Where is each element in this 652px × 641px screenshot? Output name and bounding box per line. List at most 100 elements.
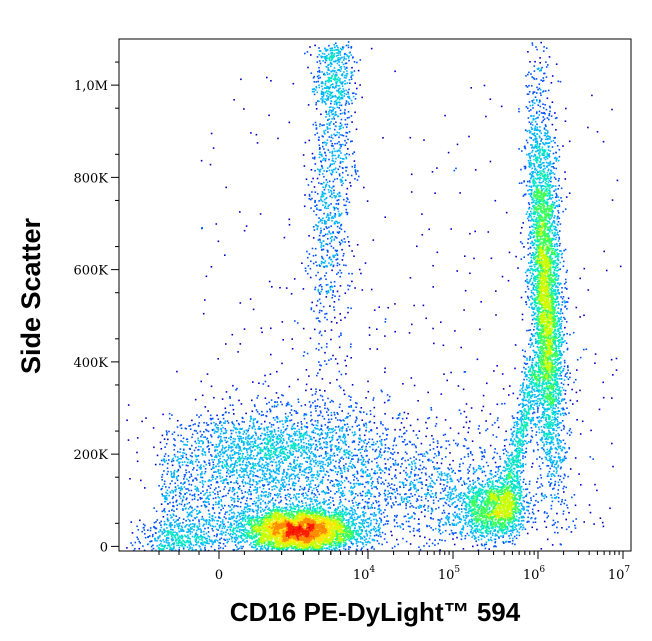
event-dot [284, 412, 287, 415]
event-dot [321, 528, 324, 530]
event-dot [328, 539, 331, 542]
event-dot [297, 535, 300, 537]
event-dot [326, 541, 329, 544]
event-dot [334, 429, 336, 431]
event-dot [274, 461, 277, 464]
event-dot [331, 522, 333, 525]
event-dot [205, 428, 207, 431]
event-dot [329, 529, 331, 531]
event-dot [283, 514, 286, 517]
event-dot [339, 449, 342, 451]
event-dot [233, 474, 235, 476]
event-dot [305, 512, 308, 515]
event-dot [252, 535, 254, 538]
event-dot [401, 435, 403, 438]
event-dot [395, 444, 398, 447]
event-dot [305, 548, 308, 550]
event-dot [272, 531, 274, 533]
event-dot [249, 532, 251, 534]
event-dot [257, 540, 259, 543]
event-dot [305, 430, 308, 433]
event-dot [322, 543, 324, 545]
event-dot [207, 430, 210, 433]
event-dot [247, 515, 250, 518]
event-dot [329, 431, 331, 434]
event-dot [313, 465, 316, 468]
event-dot [262, 524, 265, 527]
event-dot [264, 380, 267, 383]
event-dot [315, 537, 318, 539]
event-dot [319, 467, 322, 469]
event-dot [329, 543, 331, 546]
event-dot [262, 500, 264, 502]
event-dot [371, 460, 373, 463]
event-dot [295, 540, 297, 542]
event-dot [296, 430, 298, 433]
event-dot [339, 522, 341, 525]
event-dot [140, 479, 142, 482]
event-dot [300, 548, 303, 550]
event-dot [360, 548, 362, 551]
event-dot [320, 532, 322, 535]
event-dot [281, 507, 283, 509]
event-dot [302, 528, 305, 531]
event-dot [284, 497, 287, 499]
event-dot [267, 545, 270, 547]
event-dot [314, 548, 316, 550]
event-dot [262, 521, 264, 523]
event-dot [255, 525, 258, 528]
event-dot [246, 540, 248, 543]
event-dot [264, 544, 266, 547]
event-dot [246, 451, 249, 454]
event-dot [168, 459, 170, 461]
event-dot [301, 522, 303, 525]
event-dot [322, 470, 325, 472]
event-dot [346, 449, 348, 451]
event-dot [305, 517, 307, 519]
event-dot [271, 538, 273, 541]
event-dot [276, 415, 278, 418]
event-dot [306, 507, 309, 509]
event-dot [246, 540, 248, 542]
event-dot [334, 538, 336, 540]
event-dot [231, 512, 233, 514]
event-dot [205, 422, 208, 424]
event-dot [344, 533, 347, 535]
event-dot [241, 509, 243, 512]
event-dot [277, 524, 280, 527]
event-dot [340, 523, 343, 525]
event-dot [225, 430, 227, 432]
event-dot [359, 526, 361, 529]
event-dot [329, 421, 331, 423]
event-dot [258, 425, 260, 428]
event-dot [194, 398, 197, 401]
event-dot [277, 427, 280, 429]
event-dot [284, 494, 287, 497]
event-dot [335, 526, 337, 529]
event-dot [336, 515, 338, 518]
event-dot [295, 516, 298, 519]
event-dot [280, 401, 282, 403]
event-dot [310, 411, 312, 414]
event-dot [225, 446, 227, 448]
event-dot [300, 549, 303, 551]
event-dot [266, 428, 269, 431]
event-dot [268, 531, 271, 533]
event-dot [257, 504, 259, 507]
event-dot [353, 441, 356, 443]
event-dot [297, 422, 299, 424]
event-dot [310, 513, 312, 515]
event-dot [357, 443, 360, 446]
event-dot [270, 499, 273, 501]
event-dot [304, 519, 307, 521]
event-dot [330, 546, 332, 548]
event-dot [166, 467, 169, 469]
event-dot [236, 515, 238, 518]
event-dot [332, 547, 335, 550]
event-dot [268, 538, 270, 540]
event-dot [318, 438, 321, 440]
event-dot [333, 535, 335, 538]
event-dot [303, 541, 306, 543]
event-dot [291, 510, 293, 513]
event-dot [307, 443, 310, 445]
